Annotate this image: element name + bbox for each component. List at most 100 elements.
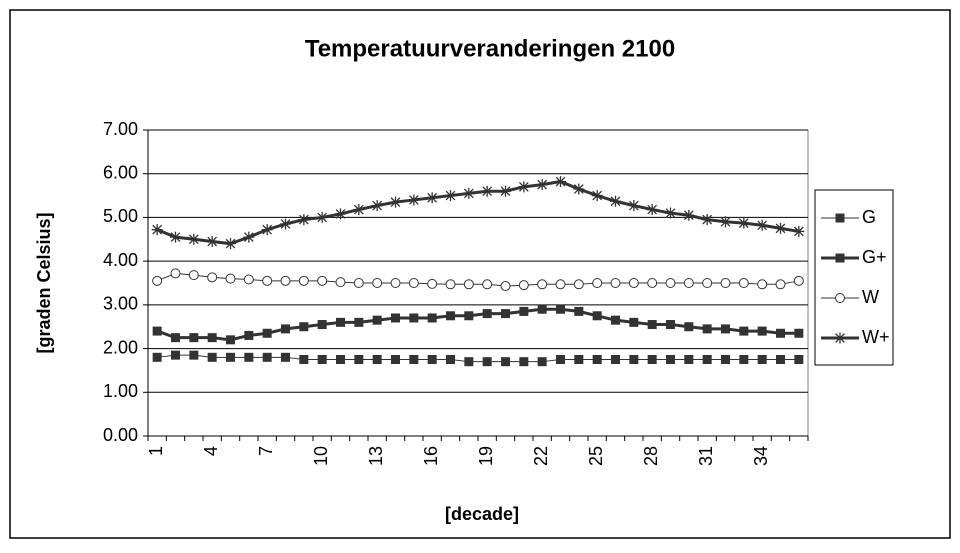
- marker: [281, 352, 290, 362]
- marker: [518, 181, 530, 193]
- marker: [189, 350, 199, 360]
- marker: [371, 200, 383, 212]
- x-tick-label: 16: [421, 446, 441, 466]
- marker: [629, 317, 639, 327]
- marker: [555, 176, 566, 188]
- marker: [519, 357, 529, 367]
- marker: [226, 352, 235, 362]
- marker: [151, 224, 163, 236]
- marker: [463, 279, 474, 290]
- marker: [738, 217, 750, 229]
- marker: [702, 324, 712, 334]
- marker: [207, 352, 217, 362]
- marker: [611, 315, 620, 325]
- marker: [244, 352, 254, 362]
- marker: [646, 204, 658, 216]
- x-tick-label: 28: [641, 446, 661, 466]
- marker: [702, 355, 712, 364]
- marker: [482, 309, 492, 319]
- marker: [757, 326, 767, 336]
- legend-label: W: [862, 287, 879, 307]
- chart-title: Temperatuurveranderingen 2100: [305, 35, 675, 62]
- marker: [721, 355, 730, 364]
- series-line: [156, 180, 800, 246]
- marker: [409, 313, 419, 323]
- marker: [335, 277, 346, 288]
- marker: [207, 272, 218, 283]
- marker: [188, 233, 200, 245]
- marker: [152, 326, 162, 336]
- marker: [591, 190, 603, 202]
- marker: [261, 224, 273, 236]
- y-tick-label: 2.00: [103, 337, 138, 357]
- marker: [519, 306, 529, 316]
- marker: [171, 333, 180, 343]
- marker: [835, 293, 845, 303]
- x-tick-label: 31: [696, 446, 716, 466]
- x-axis-title: [decade]: [445, 504, 519, 524]
- marker: [445, 279, 456, 290]
- marker: [243, 231, 255, 243]
- marker: [482, 279, 493, 290]
- marker: [834, 332, 846, 344]
- marker: [353, 278, 364, 288]
- marker: [335, 208, 346, 220]
- x-tick-label: 4: [201, 446, 221, 456]
- marker: [739, 326, 749, 336]
- y-tick-label: 6.00: [103, 162, 138, 182]
- y-tick-label: 5.00: [103, 206, 138, 226]
- marker: [628, 200, 640, 212]
- marker: [280, 275, 291, 286]
- x-tick-label: 1: [146, 446, 166, 456]
- marker: [188, 270, 199, 281]
- marker: [170, 268, 181, 279]
- marker: [391, 313, 400, 323]
- marker: [317, 320, 327, 330]
- marker: [317, 355, 327, 364]
- marker: [207, 333, 217, 343]
- marker: [647, 355, 657, 364]
- marker: [170, 231, 181, 243]
- marker: [701, 214, 713, 226]
- y-tick-label: 4.00: [103, 250, 138, 270]
- marker: [353, 204, 365, 216]
- marker: [835, 253, 845, 263]
- marker: [500, 281, 511, 292]
- marker: [739, 355, 749, 364]
- marker: [482, 357, 492, 367]
- marker: [446, 311, 455, 321]
- x-tick-label: 10: [311, 446, 331, 466]
- marker: [225, 238, 236, 250]
- marker: [629, 355, 639, 364]
- marker: [189, 333, 199, 343]
- marker: [152, 352, 162, 362]
- marker: [463, 187, 475, 199]
- marker: [299, 322, 309, 332]
- marker: [756, 219, 768, 231]
- marker: [372, 355, 382, 364]
- marker: [720, 216, 731, 228]
- legend-box: [814, 189, 894, 366]
- y-tick-label: 0.00: [103, 425, 138, 445]
- marker: [573, 183, 585, 195]
- marker: [501, 309, 510, 319]
- marker: [501, 357, 510, 367]
- marker: [262, 275, 273, 286]
- marker: [445, 190, 456, 202]
- marker: [518, 280, 529, 291]
- marker: [793, 225, 805, 237]
- legend-label: W+: [862, 327, 890, 347]
- marker: [536, 179, 548, 191]
- marker: [793, 275, 804, 286]
- y-tick-label: 3.00: [103, 294, 138, 314]
- marker: [537, 279, 548, 290]
- marker: [647, 278, 658, 288]
- marker: [317, 275, 328, 286]
- marker: [464, 311, 474, 321]
- y-tick-label: 7.00: [103, 119, 138, 139]
- marker: [409, 355, 419, 364]
- marker: [610, 195, 621, 207]
- marker: [354, 355, 364, 364]
- marker: [628, 278, 639, 288]
- marker: [298, 275, 309, 286]
